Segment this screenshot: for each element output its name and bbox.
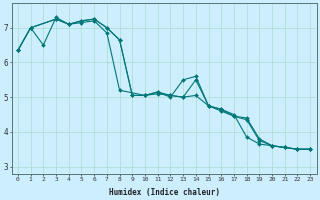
X-axis label: Humidex (Indice chaleur): Humidex (Indice chaleur)	[108, 188, 220, 197]
